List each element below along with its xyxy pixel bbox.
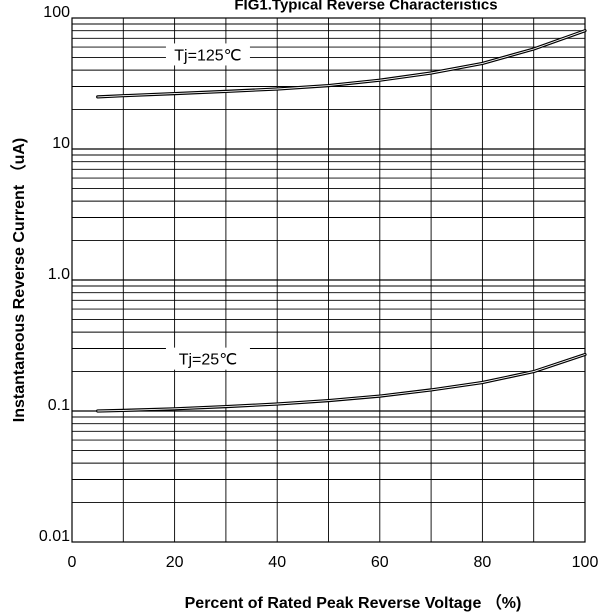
x-tick-label: 0 (68, 554, 77, 571)
x-tick-label: 60 (371, 554, 389, 571)
series-line-highlight-0 (97, 30, 586, 98)
plot-frame (71, 17, 586, 543)
y-tick-label: 10 (52, 135, 70, 152)
y-axis-label: Instantaneous Reverse Current （uA) (10, 138, 28, 423)
x-axis-label: Percent of Rated Peak Reverse Voltage （%… (185, 594, 522, 612)
series-line-highlight-1 (97, 354, 586, 412)
y-tick-labels: 0.01 0.1 1.0 10 100 (39, 4, 70, 545)
x-tick-label: 80 (474, 554, 492, 571)
series-label-background (165, 347, 250, 370)
y-tick-label: 100 (43, 4, 70, 21)
y-tick-label: 0.01 (39, 528, 70, 545)
grid (72, 18, 585, 542)
x-tick-label: 100 (572, 554, 599, 571)
series-label: Tj=25℃ (179, 352, 237, 369)
y-tick-label: 0.1 (48, 397, 70, 414)
x-tick-label: 20 (166, 554, 184, 571)
x-tick-labels: 0 20 40 60 80 100 (68, 554, 599, 571)
chart-title: FIG1.Typical Reverse Characteristics (234, 0, 497, 13)
x-tick-label: 40 (268, 554, 286, 571)
series-label: Tj=125℃ (174, 47, 241, 64)
series-group (96, 29, 587, 413)
annotations: Tj=125℃ Tj=25℃ (165, 43, 250, 370)
series-label-background (165, 43, 250, 66)
y-tick-label: 1.0 (48, 266, 70, 283)
